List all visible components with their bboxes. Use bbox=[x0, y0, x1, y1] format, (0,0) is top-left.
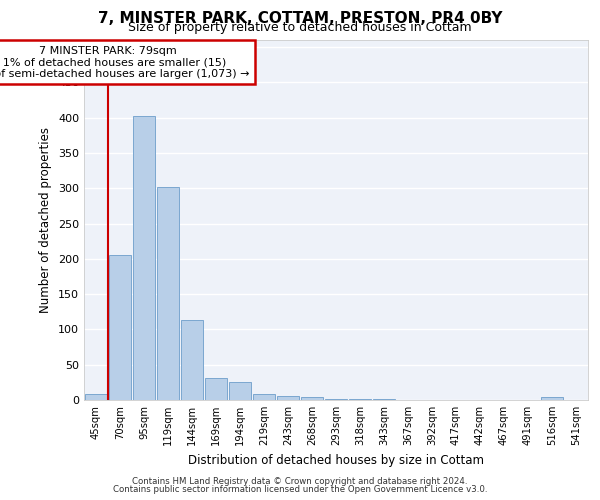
Bar bbox=[85, 394, 107, 400]
Bar bbox=[325, 398, 347, 400]
Bar bbox=[109, 256, 131, 400]
X-axis label: Distribution of detached houses by size in Cottam: Distribution of detached houses by size … bbox=[188, 454, 484, 466]
Bar bbox=[253, 394, 275, 400]
Text: 7 MINSTER PARK: 79sqm
← 1% of detached houses are smaller (15)
98% of semi-detac: 7 MINSTER PARK: 79sqm ← 1% of detached h… bbox=[0, 46, 250, 79]
Bar bbox=[133, 116, 155, 400]
Text: Size of property relative to detached houses in Cottam: Size of property relative to detached ho… bbox=[128, 21, 472, 34]
Bar bbox=[277, 396, 299, 400]
Bar bbox=[541, 397, 563, 400]
Bar bbox=[157, 187, 179, 400]
Text: 7, MINSTER PARK, COTTAM, PRESTON, PR4 0BY: 7, MINSTER PARK, COTTAM, PRESTON, PR4 0B… bbox=[98, 11, 502, 26]
Bar bbox=[205, 378, 227, 400]
Y-axis label: Number of detached properties: Number of detached properties bbox=[40, 127, 52, 313]
Text: Contains HM Land Registry data © Crown copyright and database right 2024.: Contains HM Land Registry data © Crown c… bbox=[132, 477, 468, 486]
Bar bbox=[229, 382, 251, 400]
Bar bbox=[181, 320, 203, 400]
Bar bbox=[301, 397, 323, 400]
Text: Contains public sector information licensed under the Open Government Licence v3: Contains public sector information licen… bbox=[113, 485, 487, 494]
